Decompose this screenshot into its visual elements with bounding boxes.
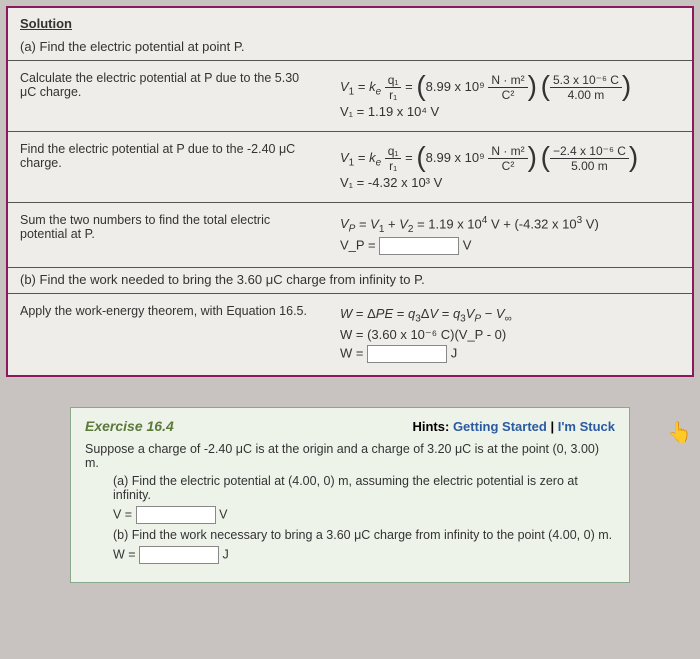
qa-input[interactable] — [136, 506, 216, 524]
step-math: V1 = ke q₁r₁ = (8.99 x 10⁹ N · m²C²) (5.… — [328, 61, 692, 131]
w-unit: J — [451, 345, 458, 360]
step-math: V1 = ke q₁r₁ = (8.99 x 10⁹ N · m²C²) (−2… — [328, 132, 692, 202]
vp-input[interactable] — [379, 237, 459, 255]
w-label: W = — [340, 345, 363, 360]
exercise-panel: Exercise 16.4 Hints: Getting Started | I… — [70, 407, 630, 583]
step-math: W = ΔPE = q3ΔV = q3VP − V∞ W = (3.60 x 1… — [328, 294, 692, 375]
step-math: VP = V1 + V2 = 1.19 x 104 V + (-4.32 x 1… — [328, 203, 692, 267]
step-row: Calculate the electric potential at P du… — [8, 61, 692, 132]
step-description: Calculate the electric potential at P du… — [8, 61, 328, 131]
qb-input[interactable] — [139, 546, 219, 564]
qa-lhs: V = — [113, 507, 132, 521]
solution-title: Solution — [8, 8, 692, 35]
step4-text: Apply the work-energy theorem, with Equa… — [20, 304, 307, 318]
step-row: Find the electric potential at P due to … — [8, 132, 692, 203]
step-row: Apply the work-energy theorem, with Equa… — [8, 294, 692, 375]
solution-panel: Solution (a) Find the electric potential… — [6, 6, 694, 377]
step1-result: V₁ = 1.19 x 10⁴ V — [340, 104, 680, 119]
step-description: Find the electric potential at P due to … — [8, 132, 328, 202]
w-input[interactable] — [367, 345, 447, 363]
hint-getting-started[interactable]: Getting Started — [453, 419, 547, 434]
step3-text: Sum the two numbers to find the total el… — [20, 213, 270, 241]
step4-eq2: W = (3.60 x 10⁻⁶ C)(V_P - 0) — [340, 327, 680, 343]
step-description: Sum the two numbers to find the total el… — [8, 203, 328, 267]
exercise-qa: (a) Find the electric potential at (4.00… — [113, 474, 615, 502]
part-a-question: (a) Find the electric potential at point… — [8, 35, 692, 61]
exercise-title: Exercise 16.4 — [85, 418, 174, 434]
vp-unit: V — [463, 237, 472, 252]
step1-text: Calculate the electric potential at P du… — [20, 71, 299, 99]
exercise-intro: Suppose a charge of -2.40 μC is at the o… — [85, 442, 615, 470]
qb-lhs: W = — [113, 547, 136, 561]
hints-section: Hints: Getting Started | I'm Stuck — [412, 419, 615, 434]
qb-unit: J — [223, 547, 229, 561]
exercise-qb: (b) Find the work necessary to bring a 3… — [113, 528, 615, 542]
step2-text: Find the electric potential at P due to … — [20, 142, 295, 170]
cursor-icon: 👆 — [667, 420, 692, 445]
step2-result: V₁ = -4.32 x 10³ V — [340, 175, 680, 190]
vp-label: V_P = — [340, 237, 376, 252]
qa-unit: V — [219, 507, 227, 521]
step-description: Apply the work-energy theorem, with Equa… — [8, 294, 328, 375]
hint-im-stuck[interactable]: I'm Stuck — [558, 419, 615, 434]
step-row: Sum the two numbers to find the total el… — [8, 203, 692, 268]
part-b-question: (b) Find the work needed to bring the 3.… — [8, 268, 692, 294]
